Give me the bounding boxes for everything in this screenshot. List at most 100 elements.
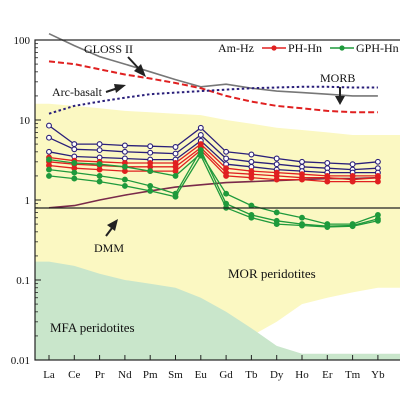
dmm-arrowhead-icon — [107, 219, 118, 231]
data-point — [223, 148, 230, 155]
series-line — [48, 146, 378, 181]
data-point — [147, 149, 154, 156]
series-line — [48, 154, 379, 228]
legend: Am-Hz PH-Hn GPH-Hn — [218, 41, 399, 55]
data-point — [248, 214, 255, 221]
y-tick-label: 0.01 — [11, 355, 30, 367]
y-tick-label: 100 — [14, 35, 31, 47]
data-point — [248, 202, 255, 209]
series-line — [48, 152, 379, 225]
data-point — [197, 132, 204, 138]
data-point — [273, 176, 280, 183]
series-am-hz-0 — [46, 122, 381, 168]
data-point — [324, 178, 331, 185]
morb-arrowhead-icon — [335, 96, 345, 105]
data-point — [197, 152, 204, 159]
y-tick-label: 0.1 — [16, 275, 30, 287]
gloss-ii-arrowhead-icon — [134, 64, 146, 77]
data-point — [96, 166, 103, 173]
data-point — [248, 151, 255, 158]
data-point — [71, 160, 78, 166]
data-point — [96, 172, 103, 179]
axis-layer: 100 10 1 0.1 0.01 La Ce Pr Nd Pm Sm Eu Gd Tb Dy Ho Er Tm Y… — [11, 35, 385, 381]
series-line — [48, 134, 378, 171]
data-point — [248, 158, 255, 165]
data-point — [172, 172, 179, 179]
data-point — [121, 142, 128, 149]
data-point — [324, 160, 331, 166]
series-layer — [46, 122, 381, 230]
morb-label: MORB — [320, 71, 355, 85]
data-point — [273, 209, 280, 216]
data-point — [248, 174, 255, 181]
mfa-peridotites-field — [35, 261, 400, 360]
series-line — [48, 139, 378, 174]
data-point — [324, 224, 331, 230]
legend-marker-ph-hn — [271, 45, 277, 51]
y-tick-label: 10 — [19, 115, 31, 127]
data-point — [299, 222, 305, 229]
series-gph-hn-6 — [46, 150, 381, 228]
data-point — [71, 146, 78, 153]
x-tick-label: Ce — [68, 369, 80, 381]
data-point — [273, 221, 280, 228]
data-point — [223, 155, 230, 162]
series-ph-hn-5 — [46, 147, 381, 185]
data-point — [46, 148, 52, 155]
data-point — [172, 168, 179, 175]
x-tick-label: Sm — [168, 369, 183, 381]
data-point — [46, 134, 52, 141]
data-point — [147, 187, 154, 194]
data-point — [299, 176, 305, 183]
data-point — [172, 193, 179, 200]
data-point — [71, 141, 78, 148]
data-point — [299, 158, 305, 165]
data-point — [349, 161, 356, 168]
legend-label-gph-hn: GPH-Hn — [356, 41, 399, 55]
data-point — [121, 176, 128, 183]
x-tick-label: Eu — [195, 369, 208, 381]
x-tick-label: Gd — [219, 369, 233, 381]
data-point — [121, 163, 128, 170]
arc-basalt-label: Arc-basalt — [52, 85, 103, 99]
series-line — [48, 143, 378, 177]
data-point — [147, 182, 154, 189]
data-point — [374, 158, 381, 165]
series-line — [48, 149, 378, 183]
arc-basalt-arrowhead-icon — [114, 84, 126, 93]
data-point — [273, 161, 280, 168]
data-point — [96, 161, 103, 168]
data-point — [349, 178, 356, 185]
x-tick-label: Tm — [345, 369, 361, 381]
data-point — [374, 178, 381, 185]
y-tick-label: 1 — [25, 195, 31, 207]
data-point — [197, 124, 204, 131]
data-point — [71, 175, 78, 182]
reference-curves-layer — [48, 32, 378, 209]
data-point — [374, 217, 381, 224]
legend-label-ph-hn: PH-Hn — [288, 41, 322, 55]
legend-label-am-hz: Am-Hz — [218, 41, 254, 55]
x-tick-label: Tb — [245, 369, 258, 381]
data-point — [299, 214, 305, 221]
mfa-peridotites-label: MFA peridotites — [50, 320, 135, 335]
x-tick-label: La — [43, 369, 55, 381]
x-tick-label: Dy — [270, 369, 284, 381]
x-tick-label: Pm — [143, 369, 158, 381]
data-point — [147, 168, 154, 175]
legend-marker-gph-hn — [339, 45, 345, 51]
x-tick-label: Yb — [371, 369, 385, 381]
dmm-arrow — [105, 227, 113, 237]
mor-peridotites-label: MOR peridotites — [228, 266, 316, 281]
data-point — [46, 122, 52, 129]
data-point — [197, 147, 204, 154]
data-point — [46, 156, 52, 163]
data-point — [71, 169, 78, 176]
data-point — [172, 150, 179, 157]
dmm-label: DMM — [94, 241, 124, 255]
data-point — [46, 166, 52, 173]
reference-curve-morb — [48, 85, 378, 115]
data-point — [96, 178, 103, 185]
gloss-ii-label: GLOSS II — [84, 42, 133, 56]
